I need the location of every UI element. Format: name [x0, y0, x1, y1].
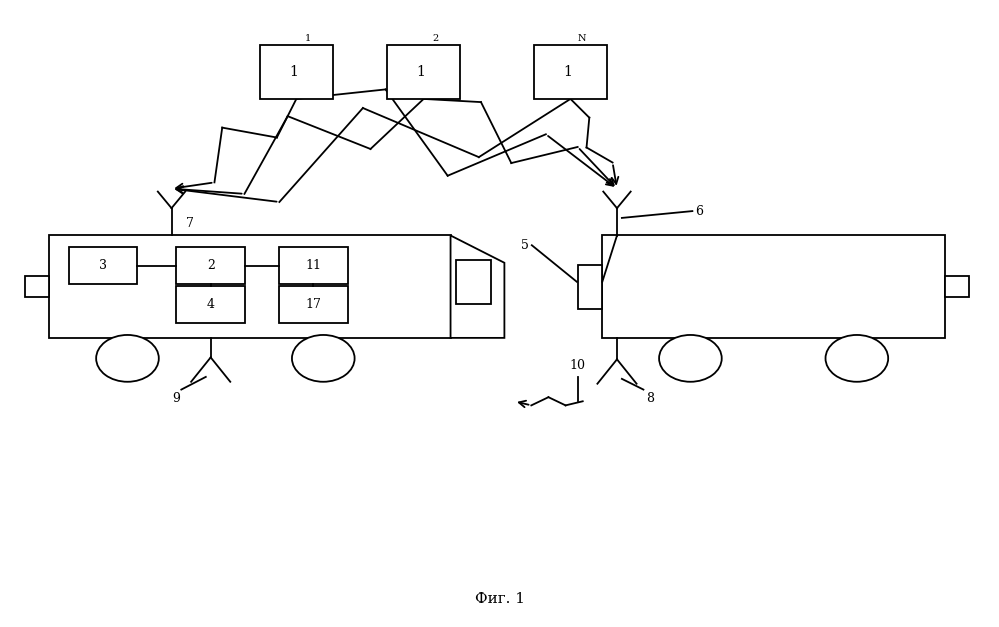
Bar	[177, 286, 245, 324]
Text: 3: 3	[99, 259, 107, 272]
Text: 17: 17	[306, 298, 322, 311]
Polygon shape	[451, 236, 504, 338]
Ellipse shape	[292, 335, 355, 382]
Text: 5: 5	[521, 239, 528, 251]
Text: 2: 2	[433, 34, 439, 43]
Text: 11: 11	[306, 259, 322, 272]
Bar	[387, 45, 461, 99]
Ellipse shape	[825, 335, 888, 382]
Text: 4: 4	[207, 298, 215, 311]
Text: 8: 8	[646, 391, 654, 404]
Text: 1: 1	[563, 65, 572, 79]
Bar	[25, 276, 49, 297]
Text: 1: 1	[417, 65, 426, 79]
Text: 9: 9	[173, 391, 181, 404]
Text: Фиг. 1: Фиг. 1	[475, 592, 524, 606]
Bar	[177, 247, 245, 284]
Text: 6: 6	[695, 204, 703, 218]
Bar	[533, 45, 607, 99]
Text: 7: 7	[186, 218, 194, 230]
Text: 2: 2	[207, 259, 215, 272]
Bar	[280, 247, 348, 284]
Text: N: N	[578, 34, 586, 43]
Text: 10: 10	[569, 359, 585, 372]
Bar	[457, 260, 491, 303]
Text: 1: 1	[289, 65, 298, 79]
Bar	[260, 45, 333, 99]
Bar	[280, 286, 348, 324]
Bar	[69, 247, 137, 284]
Ellipse shape	[659, 335, 721, 382]
Bar	[49, 236, 451, 338]
Bar	[945, 276, 969, 297]
Bar	[577, 265, 602, 308]
Bar	[602, 236, 945, 338]
Ellipse shape	[96, 335, 159, 382]
Text: 1: 1	[305, 34, 312, 43]
